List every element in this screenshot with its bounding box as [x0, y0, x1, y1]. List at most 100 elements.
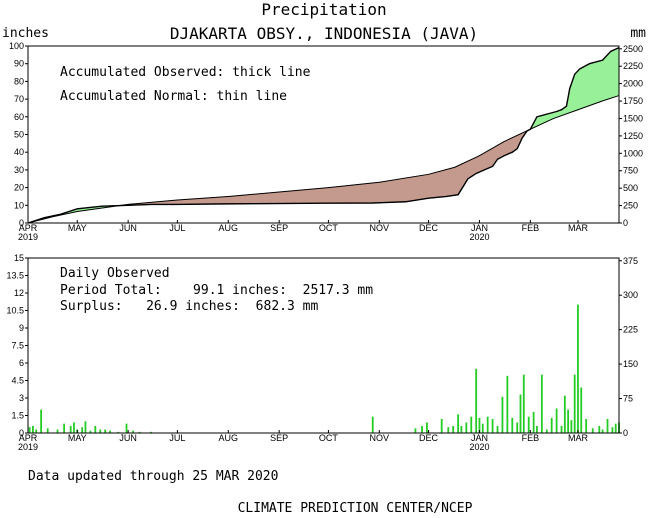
- y-tick-label-mm: 0: [623, 218, 628, 228]
- right-unit-label: mm: [630, 26, 646, 41]
- daily-precip-bar: [150, 431, 153, 433]
- x-tick-label-month: OCT: [319, 433, 339, 443]
- y-tick-label-inches: 0: [19, 428, 24, 438]
- y-tick-label-mm: 75: [623, 394, 633, 404]
- daily-precip-bar: [481, 423, 484, 433]
- daily-precip-bar: [117, 431, 120, 433]
- daily-precip-bar: [447, 427, 450, 433]
- x-tick-label-month: JAN: [471, 433, 488, 443]
- daily-chart: 01.534.567.5910.51213.515075150225300375…: [6, 253, 638, 452]
- daily-precip-bar: [516, 422, 519, 433]
- y-tick-label-mm: 150: [623, 359, 638, 369]
- y-tick-label-mm: 300: [623, 290, 638, 300]
- observed-accumulation-line: [27, 46, 620, 224]
- daily-precip-bar: [457, 414, 460, 433]
- daily-precip-bar: [125, 423, 128, 433]
- daily-precip-bar: [32, 426, 34, 433]
- x-tick-label-month: APR: [19, 433, 38, 443]
- x-tick-label-month: NOV: [370, 223, 390, 233]
- y-tick-label-inches: 10.5: [6, 306, 24, 316]
- data-updated-note: Data updated through 25 MAR 2020: [28, 469, 278, 484]
- daily-precip-bar: [614, 423, 617, 433]
- daily-precip-bar: [606, 419, 609, 433]
- daily-precip-bar: [414, 428, 417, 433]
- x-tick-label-month: MAY: [68, 223, 87, 233]
- chart-title: Precipitation: [261, 0, 386, 19]
- daily-precip-bar: [611, 427, 614, 433]
- x-tick-label-year: 2019: [18, 232, 38, 242]
- daily-precip-bar: [532, 412, 535, 433]
- accumulated-chart: 0102030405060708090100025050075010001250…: [9, 41, 643, 242]
- daily-precip-bar: [28, 427, 31, 433]
- daily-precip-bar: [421, 426, 423, 433]
- daily-precip-bar: [109, 430, 111, 433]
- daily-precip-bar: [540, 374, 543, 433]
- daily-precip-bar: [506, 375, 509, 433]
- left-unit-label: inches: [2, 26, 49, 41]
- y-tick-label-inches: 10: [14, 200, 24, 210]
- daily-precip-bar: [496, 426, 499, 433]
- x-tick-label-month: JUN: [119, 223, 137, 233]
- daily-precip-bar: [598, 426, 601, 433]
- daily-precip-bar: [560, 426, 563, 433]
- x-tick-label-year: 2020: [469, 232, 489, 242]
- daily-precip-bar: [570, 420, 573, 433]
- y-tick-label-inches: 6: [19, 358, 24, 368]
- y-tick-label-inches: 1.5: [11, 411, 24, 421]
- legend-normal: Accumulated Normal: thin line: [60, 89, 287, 104]
- y-tick-label-inches: 80: [14, 76, 24, 86]
- daily-precip-bar: [81, 427, 84, 433]
- x-tick-label-month: FEB: [522, 223, 540, 233]
- daily-precip-bar: [73, 422, 75, 433]
- x-tick-label-month: NOV: [370, 433, 390, 443]
- daily-precip-bar: [580, 387, 583, 433]
- daily-precip-bar: [511, 417, 514, 433]
- y-tick-label-inches: 90: [14, 59, 24, 69]
- x-tick-label-month: MAR: [568, 433, 589, 443]
- y-tick-label-mm: 1500: [623, 113, 643, 123]
- daily-precip-bar: [601, 429, 604, 433]
- y-tick-label-mm: 2000: [623, 79, 643, 89]
- daily-precip-bar: [486, 416, 489, 433]
- y-tick-label-inches: 3: [19, 393, 24, 403]
- daily-precip-bar: [63, 423, 66, 433]
- y-tick-label-mm: 1250: [623, 131, 643, 141]
- daily-precip-bar: [94, 426, 97, 433]
- x-tick-label-year: 2020: [469, 442, 489, 452]
- y-tick-label-mm: 225: [623, 325, 638, 335]
- period-total: Period Total: 99.1 inches: 2517.3 mm: [60, 283, 373, 298]
- normal-accumulation-line: [27, 95, 620, 224]
- daily-precip-bar: [56, 429, 59, 433]
- y-tick-label-inches: 40: [14, 147, 24, 157]
- daily-precip-bar: [545, 429, 548, 433]
- daily-precip-bar: [84, 421, 87, 433]
- daily-precip-bar: [35, 429, 38, 433]
- y-tick-label-mm: 2500: [623, 44, 643, 54]
- y-tick-label-inches: 70: [14, 94, 24, 104]
- x-tick-label-month: FEB: [522, 433, 540, 443]
- daily-precip-bar: [522, 374, 525, 433]
- x-tick-label-month: JUL: [169, 433, 185, 443]
- daily-precip-bar: [69, 426, 72, 433]
- x-tick-label-month: AUG: [219, 433, 239, 443]
- y-tick-label-inches: 15: [14, 253, 24, 263]
- x-tick-label-month: DEC: [419, 433, 439, 443]
- x-tick-label-month: MAY: [68, 433, 87, 443]
- daily-precip-bar: [585, 419, 588, 433]
- x-tick-label-month: JUN: [119, 433, 137, 443]
- x-tick-label-month: MAR: [568, 223, 589, 233]
- y-tick-label-inches: 7.5: [11, 341, 24, 351]
- y-tick-label-inches: 9: [19, 323, 24, 333]
- daily-precip-bar: [491, 419, 494, 433]
- x-tick-label-month: APR: [19, 223, 38, 233]
- x-tick-label-month: DEC: [419, 223, 439, 233]
- daily-precip-bar: [89, 430, 92, 433]
- x-tick-label-month: SEP: [270, 223, 288, 233]
- y-tick-label-inches: 30: [14, 165, 24, 175]
- daily-precip-bar: [519, 394, 522, 433]
- daily-precip-bar: [104, 429, 107, 433]
- y-tick-label-inches: 12: [14, 288, 24, 298]
- daily-precip-bar: [527, 416, 530, 433]
- daily-precip-bar: [40, 409, 43, 433]
